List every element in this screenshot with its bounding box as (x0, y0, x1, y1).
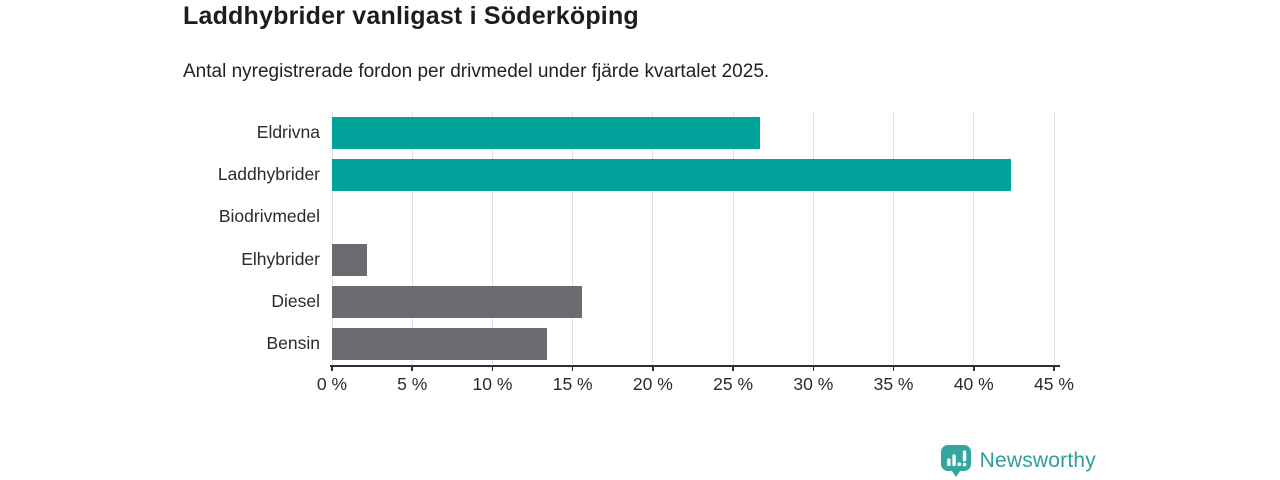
x-axis-line (330, 365, 1060, 367)
gridline-45 (1053, 112, 1055, 365)
x-axis-tick-label-10: 10 % (472, 374, 513, 394)
gridline-35 (893, 112, 895, 365)
x-axis-tick-15 (571, 365, 574, 371)
category-label-elhybrider: Elhybrider (241, 248, 320, 269)
x-axis-tick-5 (411, 365, 413, 371)
gridline-0 (331, 112, 333, 365)
x-axis-tick-20 (652, 365, 654, 371)
x-axis-tick-label-25: 25 % (713, 374, 754, 394)
x-axis-tick-label-0: 0 % (316, 374, 348, 394)
category-label-biodrivmedel: Biodrivmedel (218, 206, 320, 227)
bar-laddhybrider (332, 159, 1011, 192)
gridline-10 (491, 112, 493, 365)
bar-eldrivna (332, 117, 761, 150)
chart-title: Laddhybrider vanligast i Söderköping (183, 2, 639, 30)
x-axis-tick-30 (812, 365, 815, 371)
x-axis-tick-label-20: 20 % (632, 374, 673, 394)
bar-diesel (332, 285, 583, 318)
x-axis-tick-label-35: 35 % (873, 374, 914, 394)
bar-elhybrider (332, 243, 368, 276)
category-label-bensin: Bensin (266, 332, 320, 353)
x-axis-tick-10 (491, 365, 494, 371)
x-axis-tick-45 (1053, 365, 1055, 371)
gridline-5 (411, 112, 413, 365)
gridline-20 (652, 112, 654, 365)
x-axis-tick-label-40: 40 % (953, 374, 994, 394)
category-label-eldrivna: Eldrivna (256, 122, 320, 143)
gridline-25 (732, 112, 734, 365)
newsworthy-logo[interactable]: Newsworthy (940, 444, 1096, 478)
x-axis-tick-label-5: 5 % (397, 374, 428, 394)
x-axis-tick-25 (732, 365, 734, 371)
x-axis-tick-label-30: 30 % (793, 374, 834, 394)
bar-bensin (332, 327, 547, 360)
x-axis-tick-35 (892, 365, 895, 371)
newsworthy-logo-text: Newsworthy (979, 449, 1096, 472)
bar-chart-pin-icon (940, 444, 972, 478)
gridline-40 (973, 112, 975, 365)
gridline-30 (812, 112, 814, 365)
x-axis-tick-0 (331, 365, 333, 371)
x-axis-tick-40 (973, 365, 975, 371)
x-axis-tick-label-45: 45 % (1034, 374, 1074, 394)
x-axis-tick-label-15: 15 % (552, 374, 593, 394)
category-label-diesel: Diesel (271, 290, 320, 311)
chart-subtitle: Antal nyregistrerade fordon per drivmede… (183, 61, 770, 82)
gridline-15 (572, 112, 574, 365)
plot-area: Eldrivna Laddhybrider Biodrivmedel Elhybrid… (218, 112, 1074, 394)
category-label-laddhybrider: Laddhybrider (217, 164, 320, 185)
